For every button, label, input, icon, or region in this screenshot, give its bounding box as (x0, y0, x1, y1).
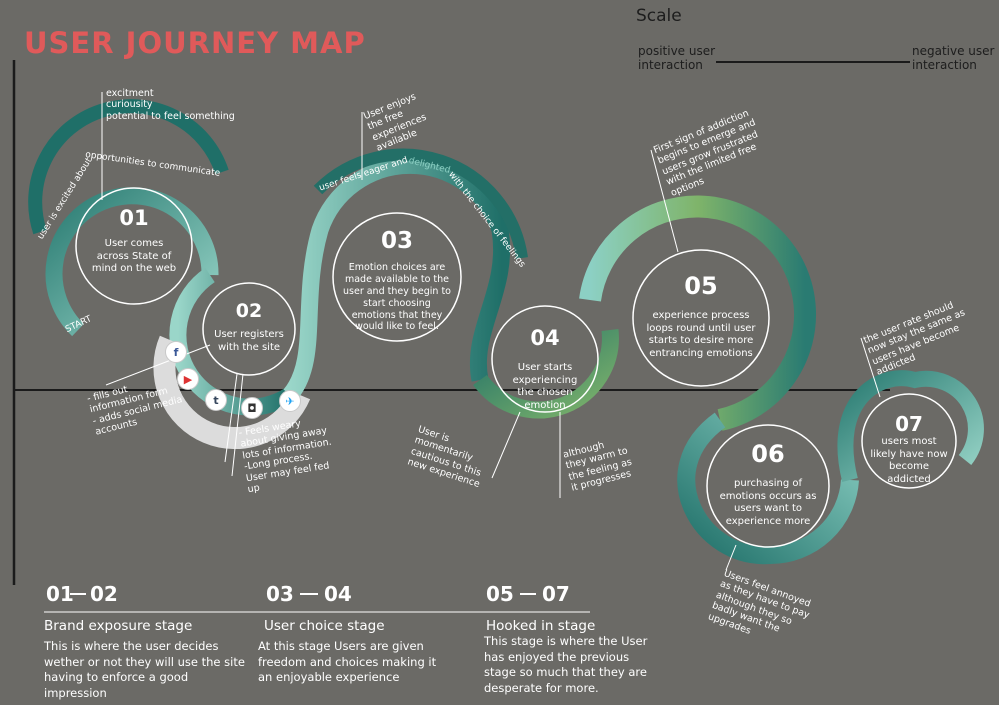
stage-3-name: Hooked in stage (486, 618, 596, 634)
step-num-02: 02 (235, 300, 263, 322)
social-band (153, 335, 311, 450)
stage-2-desc: At this stage Users are given freedom an… (258, 639, 437, 685)
stage-3-range-b: 07 (542, 582, 570, 606)
page-title: USER JOURNEY MAP (24, 26, 366, 60)
journey-arc-1 (45, 187, 219, 337)
twitter-icon: ✈ (279, 390, 301, 412)
instagram-icon: ◘ (241, 397, 263, 419)
scale-negative-label: negative user interaction (912, 44, 995, 73)
step-text-05: experience process loops round until use… (646, 310, 756, 359)
journey-arc-5 (579, 195, 817, 431)
arc-band-3 (313, 148, 528, 259)
step-num-01: 01 (119, 206, 149, 230)
note-registration-feelings: - Feels weary about giving away lots of … (238, 418, 333, 496)
note-line-3a (224, 373, 238, 463)
note-line-3b (231, 373, 244, 477)
step-text-04: User starts experiencing the chosen emot… (512, 362, 578, 411)
journey-arc-6 (677, 412, 859, 565)
journey-arc-3 (283, 156, 510, 401)
scale-title: Scale (636, 6, 682, 26)
step-num-07: 07 (895, 412, 923, 436)
tumblr-icon: t (205, 389, 227, 411)
arc-band-1 (28, 99, 229, 235)
step-num-06: 06 (751, 440, 785, 468)
facebook-icon: f (165, 341, 187, 363)
step-circle-02 (202, 282, 296, 376)
step-circle-01 (75, 187, 193, 305)
step-num-04: 04 (530, 326, 560, 350)
step-text-01: User comes across State of mind on the w… (91, 238, 177, 274)
stage-1-range-b: 02 (90, 582, 118, 606)
note-line-8 (725, 544, 737, 571)
step-text-03: Emotion choices are made available to th… (343, 262, 451, 333)
stage-3-desc: This stage is where the User has enjoyed… (484, 634, 648, 695)
step-circle-03 (332, 212, 462, 342)
stage-3-range-a: 05 (486, 582, 514, 606)
step-circle-06 (706, 424, 830, 548)
note-expectations: excitment curiousity potential to feel s… (106, 88, 235, 122)
step-circle-04 (491, 305, 599, 413)
note-line-5 (491, 411, 521, 479)
stage-2-range-b: 04 (324, 582, 352, 606)
step-num-03: 03 (380, 228, 413, 254)
note-line-9 (860, 337, 881, 398)
step-circle-05 (632, 249, 770, 387)
note-line-2 (105, 344, 211, 386)
stage-1-desc: This is where the user decides wether or… (44, 639, 245, 700)
step-text-07: users most likely have now become addict… (870, 436, 948, 485)
stage-1-name: Brand exposure stage (44, 618, 193, 634)
journey-arc-4 (473, 329, 619, 419)
journey-arc-7 (837, 370, 984, 482)
youtube-icon: ▶ (177, 368, 199, 390)
step-text-02: User registers with the site (214, 329, 284, 353)
step-text-06: purchasing of emotions occurs as users w… (719, 478, 817, 527)
stage-1-range-a: 01 (46, 582, 74, 606)
step-circle-07 (861, 393, 957, 489)
stage-2-name: User choice stage (264, 618, 385, 634)
note-line-7 (650, 149, 679, 253)
stage-2-range-a: 03 (266, 582, 294, 606)
scale-positive-label: positive user interaction (638, 44, 716, 73)
step-num-05: 05 (684, 272, 718, 300)
